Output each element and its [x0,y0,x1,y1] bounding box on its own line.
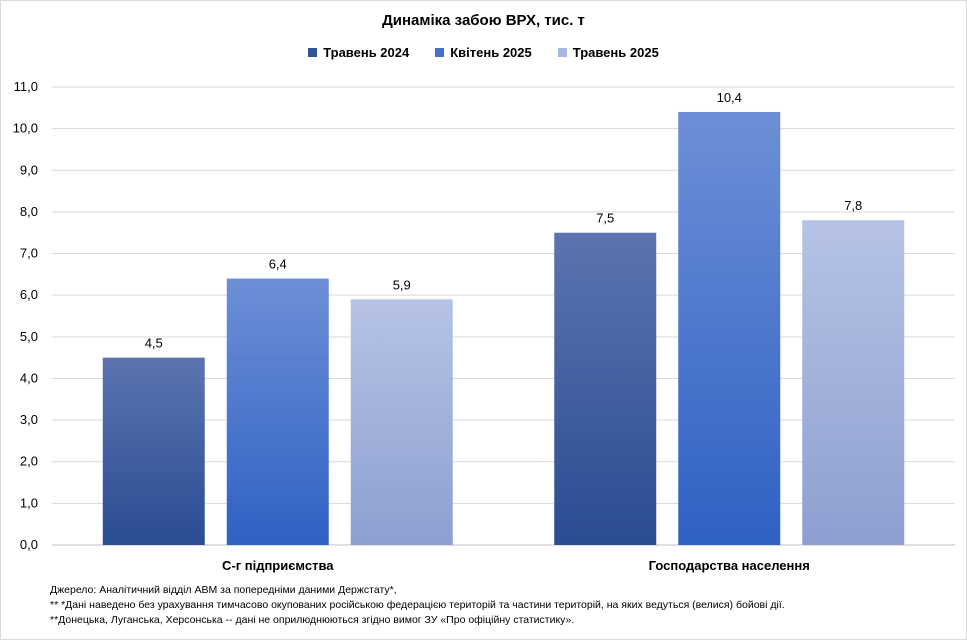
legend-label: Квітень 2025 [450,45,532,60]
y-tick-label: 10,0 [13,121,38,136]
legend-label: Травень 2024 [323,45,410,60]
y-tick-label: 3,0 [20,412,38,427]
data-label: 10,4 [717,90,742,105]
y-tick-label: 9,0 [20,162,38,177]
bar [802,220,905,545]
x-category-label: Господарства населення [649,558,810,573]
legend-item-may-2024: Травень 2024 [308,45,409,60]
data-label: 7,8 [844,198,862,213]
y-tick-label: 1,0 [20,495,38,510]
data-label: 4,5 [145,336,163,351]
x-category-label: С-г підприємства [222,558,334,573]
footnote-regions: **Донецька, Луганська, Херсонська -- дан… [50,614,575,626]
y-tick-label: 2,0 [20,454,38,469]
bar [226,278,329,545]
source-note: Джерело: Аналітичний відділ АВМ за попер… [50,584,397,596]
data-label: 7,5 [596,211,614,226]
legend-item-april-2025: Квітень 2025 [435,45,532,60]
y-tick-label: 11,0 [14,79,38,94]
y-tick-label: 0,0 [20,537,38,552]
legend-label: Травень 2025 [572,45,659,60]
source-notes: Джерело: Аналітичний відділ АВМ за попер… [50,583,785,628]
legend-item-may-2025: Травень 2025 [557,45,659,60]
legend-swatch [435,48,445,57]
y-tick-label: 5,0 [20,329,38,344]
bar [350,299,453,545]
legend-swatch [557,48,567,57]
chart-title: Динаміка забою ВРХ, тис. т [382,12,585,29]
bar [102,357,205,545]
legend-swatch [308,48,318,57]
y-tick-label: 8,0 [20,204,38,219]
y-tick-label: 6,0 [20,287,38,302]
bar [554,232,657,545]
footnote-occupied: ** *Дані наведено без урахування тимчасо… [50,599,785,611]
y-tick-label: 4,0 [20,370,38,385]
chart-legend: Травень 2024 Квітень 2025 Травень 2025 [0,45,967,60]
y-tick-label: 7,0 [20,246,38,261]
bar [678,111,781,546]
data-label: 5,9 [393,277,411,292]
data-label: 6,4 [269,257,287,272]
